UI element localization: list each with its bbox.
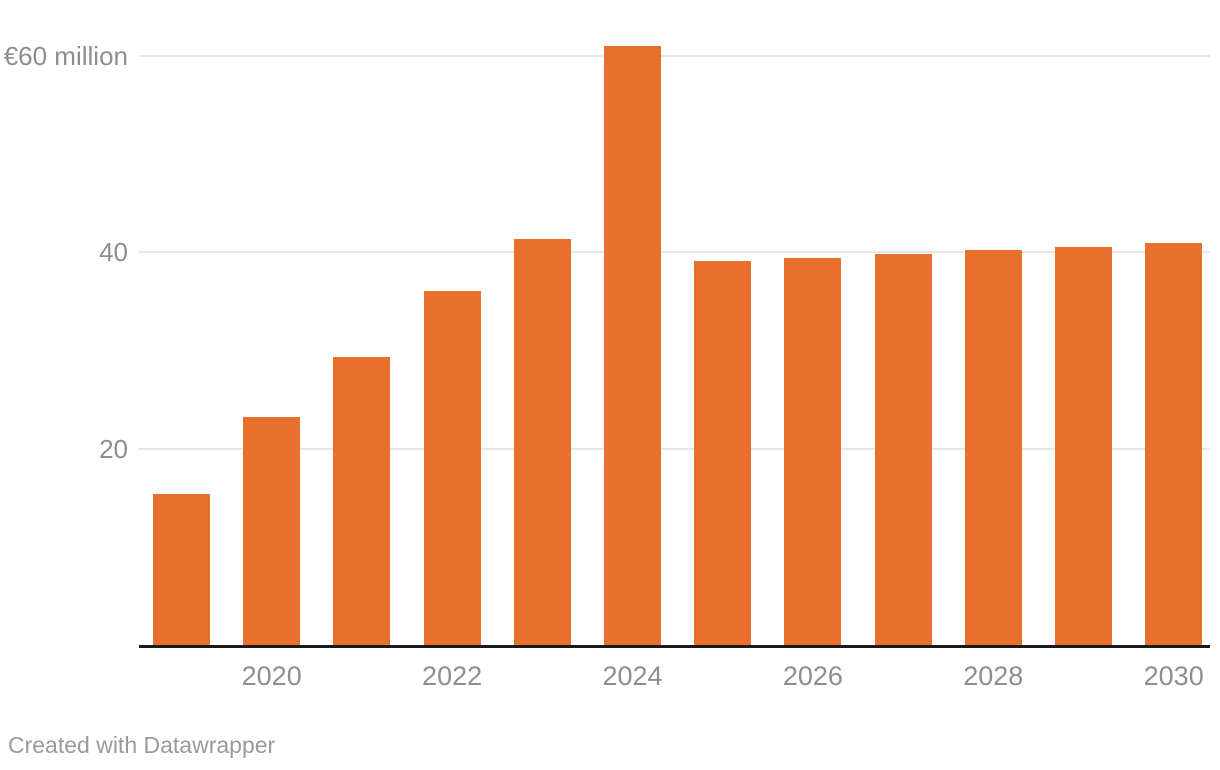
- y-axis-tick-label: €60 million: [3, 40, 128, 71]
- x-axis-tick-label: 2020: [241, 661, 302, 691]
- gridline-40: [139, 251, 1210, 254]
- bar-2026: [784, 258, 842, 646]
- gridline-20: [139, 448, 1210, 451]
- bar-2020: [243, 416, 301, 646]
- gridline-60: [139, 54, 1210, 57]
- bar-2022: [423, 290, 481, 646]
- bar-2027: [874, 254, 932, 646]
- x-axis-tick-label: 2026: [782, 661, 843, 691]
- bar-2030: [1145, 242, 1203, 646]
- bar-2029: [1055, 246, 1112, 646]
- x-axis-tick-label: 2030: [1143, 661, 1204, 691]
- bar-2021: [333, 356, 391, 646]
- x-axis-tick-label: 2028: [963, 661, 1024, 691]
- y-axis-tick-label: 40: [99, 237, 128, 268]
- bar-2023: [513, 238, 571, 646]
- x-axis-tick-label: 2024: [602, 661, 663, 691]
- bar-2024: [604, 45, 661, 646]
- x-axis-tick-label: 2022: [422, 661, 483, 691]
- y-axis-tick-label: 20: [99, 434, 128, 465]
- bar-2028: [964, 250, 1022, 646]
- x-axis-line: [139, 645, 1210, 648]
- bar-2025: [694, 261, 752, 646]
- bar-2019: [153, 494, 210, 646]
- credit-line: Created with Datawrapper: [8, 732, 276, 758]
